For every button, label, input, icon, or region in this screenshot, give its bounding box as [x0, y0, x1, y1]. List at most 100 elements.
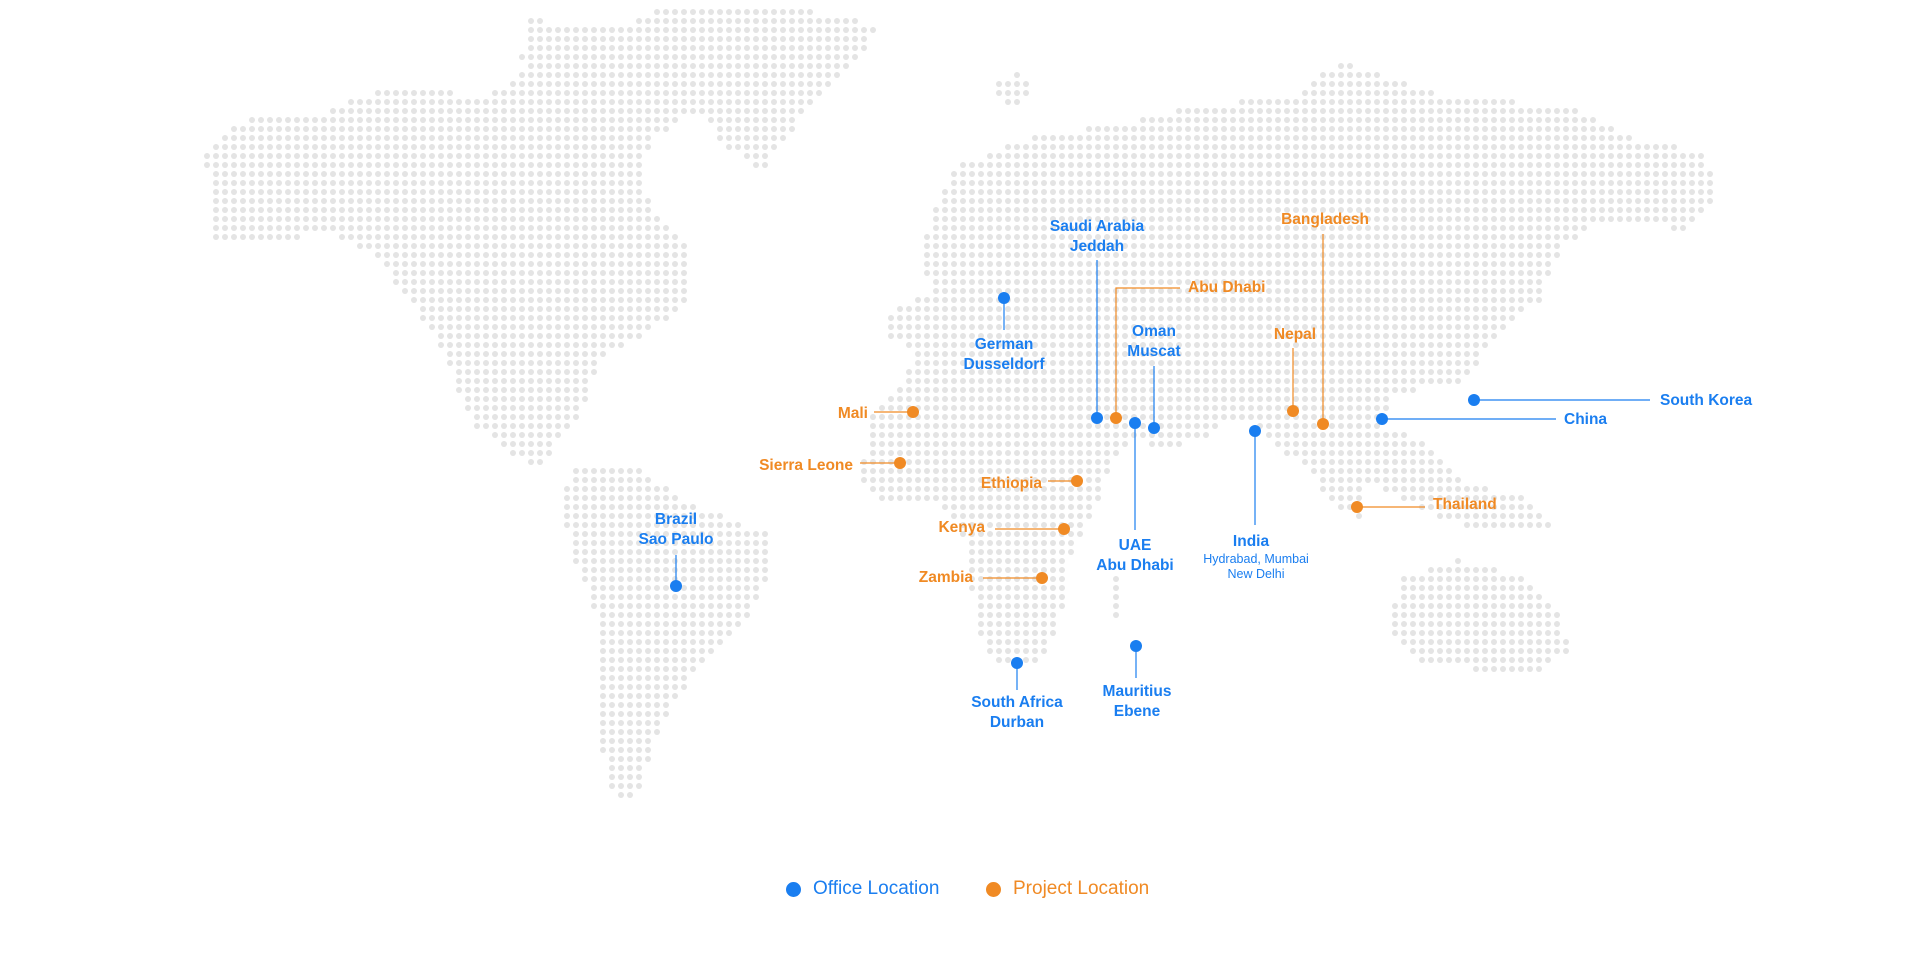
land-dot — [987, 261, 993, 267]
land-dot — [1167, 207, 1173, 213]
land-dot — [1023, 540, 1029, 546]
land-dot — [1068, 216, 1074, 222]
land-dot — [879, 414, 885, 420]
land-dot — [1059, 243, 1065, 249]
land-dot — [1203, 198, 1209, 204]
land-dot — [1239, 207, 1245, 213]
land-dot — [1284, 360, 1290, 366]
land-dot — [573, 45, 579, 51]
land-dot — [969, 504, 975, 510]
land-dot — [564, 405, 570, 411]
land-dot — [1365, 342, 1371, 348]
land-dot — [465, 342, 471, 348]
land-dot — [906, 333, 912, 339]
land-dot — [1122, 126, 1128, 132]
land-dot — [1365, 441, 1371, 447]
land-dot — [1077, 333, 1083, 339]
land-dot — [276, 135, 282, 141]
land-dot — [726, 108, 732, 114]
land-dot — [771, 144, 777, 150]
land-dot — [1536, 522, 1542, 528]
land-dot — [1221, 279, 1227, 285]
land-dot — [573, 171, 579, 177]
land-dot — [213, 198, 219, 204]
land-dot — [663, 81, 669, 87]
land-dot — [987, 477, 993, 483]
land-dot — [1050, 540, 1056, 546]
land-dot — [1041, 225, 1047, 231]
land-dot — [870, 477, 876, 483]
land-dot — [825, 36, 831, 42]
land-dot — [897, 333, 903, 339]
land-dot — [618, 153, 624, 159]
land-dot — [321, 153, 327, 159]
land-dot — [420, 288, 426, 294]
land-dot — [978, 432, 984, 438]
land-dot — [357, 162, 363, 168]
land-dot — [393, 252, 399, 258]
land-dot — [1347, 171, 1353, 177]
land-dot — [690, 18, 696, 24]
land-dot — [1203, 153, 1209, 159]
land-dot — [591, 324, 597, 330]
land-dot — [438, 189, 444, 195]
land-dot — [1554, 243, 1560, 249]
land-dot — [366, 144, 372, 150]
land-dot — [384, 216, 390, 222]
land-dot — [1653, 162, 1659, 168]
land-dot — [1518, 225, 1524, 231]
land-dot — [960, 162, 966, 168]
land-dot — [1158, 144, 1164, 150]
land-dot — [1212, 198, 1218, 204]
land-dot — [402, 216, 408, 222]
land-dot — [816, 18, 822, 24]
land-dot — [402, 288, 408, 294]
land-dot — [1329, 324, 1335, 330]
land-dot — [267, 126, 273, 132]
land-dot — [609, 36, 615, 42]
land-dot — [1131, 225, 1137, 231]
land-dot — [465, 261, 471, 267]
land-dot — [978, 306, 984, 312]
land-dot — [582, 81, 588, 87]
land-dot — [510, 306, 516, 312]
land-dot — [330, 144, 336, 150]
land-dot — [978, 207, 984, 213]
land-dot — [1635, 216, 1641, 222]
land-dot — [1329, 396, 1335, 402]
land-dot — [708, 81, 714, 87]
land-dot — [582, 117, 588, 123]
land-dot — [1428, 324, 1434, 330]
land-dot — [1185, 378, 1191, 384]
land-dot — [1293, 234, 1299, 240]
land-dot — [618, 144, 624, 150]
land-dot — [1050, 270, 1056, 276]
land-dot — [258, 153, 264, 159]
land-dot — [1041, 153, 1047, 159]
land-dot — [294, 117, 300, 123]
land-dot — [1032, 369, 1038, 375]
land-dot — [1149, 225, 1155, 231]
land-dot — [375, 144, 381, 150]
land-dot — [816, 90, 822, 96]
land-dot — [1473, 270, 1479, 276]
land-dot — [330, 189, 336, 195]
land-dot — [564, 522, 570, 528]
land-dot — [1509, 225, 1515, 231]
land-dot — [1212, 126, 1218, 132]
land-dot — [582, 54, 588, 60]
land-dot — [1158, 117, 1164, 123]
land-dot — [600, 504, 606, 510]
land-dot — [690, 63, 696, 69]
land-dot — [1059, 396, 1065, 402]
land-dot — [1419, 450, 1425, 456]
land-dot — [1104, 432, 1110, 438]
land-dot — [1221, 135, 1227, 141]
land-dot — [1041, 171, 1047, 177]
land-dot — [744, 135, 750, 141]
land-dot — [1410, 297, 1416, 303]
land-dot — [1347, 90, 1353, 96]
land-dot — [1104, 171, 1110, 177]
land-dot — [393, 198, 399, 204]
land-dot — [591, 144, 597, 150]
